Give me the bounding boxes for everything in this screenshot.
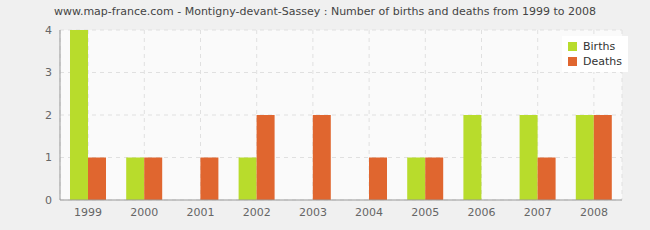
svg-text:3: 3 — [45, 66, 52, 79]
html-text:Deaths: Deaths — [583, 55, 622, 68]
html-text:Births: Births — [583, 40, 616, 53]
svg-text:4: 4 — [45, 24, 52, 37]
html-text:www.map-france.com - Montigny-: www.map-france.com - Montigny-devant-Sas… — [53, 5, 597, 18]
svg-text:2004: 2004 — [355, 206, 383, 219]
svg-text:2000: 2000 — [130, 206, 158, 219]
svg-text:2002: 2002 — [243, 206, 271, 219]
svg-text:1999: 1999 — [74, 206, 102, 219]
svg-text:2: 2 — [45, 109, 52, 122]
svg-text:2001: 2001 — [187, 206, 215, 219]
svg-text:2008: 2008 — [580, 206, 608, 219]
svg-text:0: 0 — [45, 194, 52, 207]
svg-text:2006: 2006 — [468, 206, 496, 219]
svg-text:2003: 2003 — [299, 206, 327, 219]
svg-text:2007: 2007 — [524, 206, 552, 219]
svg-text:2005: 2005 — [411, 206, 439, 219]
svg-text:1: 1 — [45, 151, 52, 164]
